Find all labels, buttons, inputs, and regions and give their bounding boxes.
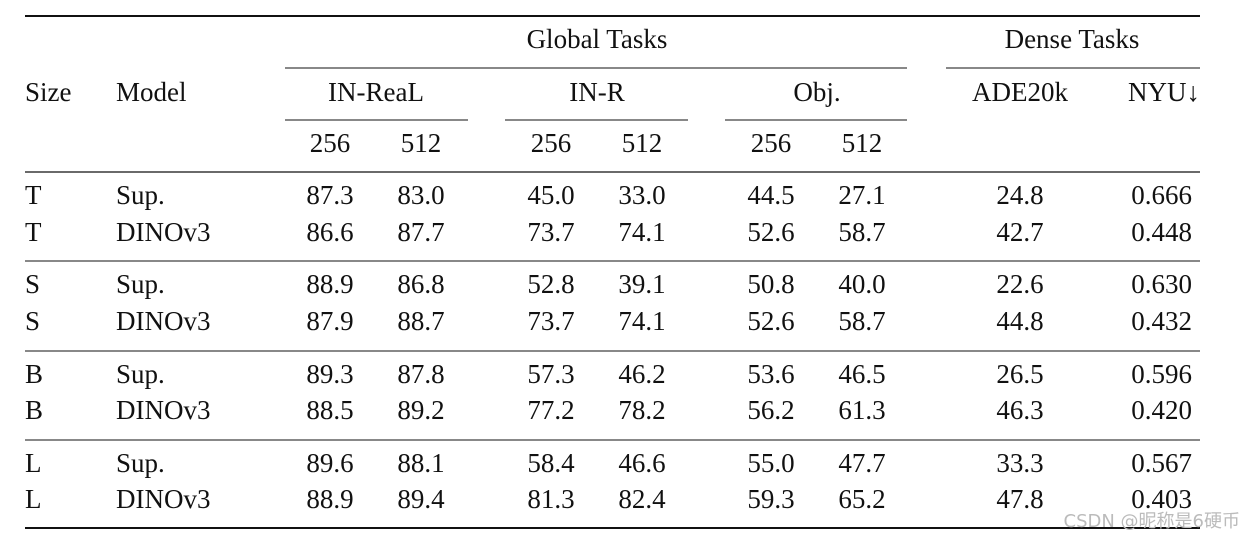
value-cell: 81.3 — [527, 484, 574, 514]
value-cell: 0.567 — [1131, 448, 1192, 478]
resolution-header: 256 — [751, 128, 792, 158]
column-header: Size — [25, 77, 72, 107]
value-cell: 46.2 — [618, 359, 665, 389]
size-cell: L — [25, 448, 42, 478]
size-cell: L — [25, 484, 42, 514]
value-cell: 47.7 — [838, 448, 885, 478]
model-cell: Sup. — [116, 359, 165, 389]
model-cell: DINOv3 — [116, 306, 211, 336]
model-cell: DINOv3 — [116, 395, 211, 425]
model-cell: DINOv3 — [116, 217, 211, 247]
value-cell: 88.9 — [306, 269, 353, 299]
value-cell: 88.7 — [397, 306, 444, 336]
value-cell: 0.666 — [1131, 180, 1192, 210]
value-cell: 65.2 — [838, 484, 885, 514]
resolution-header: 256 — [531, 128, 572, 158]
value-cell: 46.3 — [996, 395, 1043, 425]
value-cell: 61.3 — [838, 395, 885, 425]
value-cell: 88.9 — [306, 484, 353, 514]
value-cell: 40.0 — [838, 269, 885, 299]
value-cell: 42.7 — [996, 217, 1043, 247]
value-cell: 73.7 — [527, 217, 574, 247]
value-cell: 82.4 — [618, 484, 666, 514]
value-cell: 56.2 — [747, 395, 794, 425]
model-cell: Sup. — [116, 180, 165, 210]
value-cell: 87.3 — [306, 180, 353, 210]
size-cell: T — [25, 217, 42, 247]
value-cell: 87.9 — [306, 306, 353, 336]
value-cell: 77.2 — [527, 395, 574, 425]
value-cell: 89.6 — [306, 448, 353, 478]
value-cell: 89.3 — [306, 359, 353, 389]
resolution-header: 512 — [842, 128, 883, 158]
size-cell: S — [25, 269, 40, 299]
size-cell: S — [25, 306, 40, 336]
subgroup-header: IN-ReaL — [328, 77, 424, 107]
group-header: Dense Tasks — [1005, 24, 1140, 54]
value-cell: 74.1 — [618, 217, 665, 247]
size-cell: B — [25, 395, 43, 425]
column-header: NYU↓ — [1128, 77, 1200, 107]
subgroup-header: Obj. — [793, 77, 840, 107]
value-cell: 27.1 — [838, 180, 885, 210]
resolution-header: 256 — [310, 128, 351, 158]
value-cell: 47.8 — [996, 484, 1043, 514]
value-cell: 52.6 — [747, 217, 794, 247]
value-cell: 22.6 — [996, 269, 1043, 299]
value-cell: 0.448 — [1131, 217, 1192, 247]
value-cell: 0.420 — [1131, 395, 1192, 425]
value-cell: 39.1 — [618, 269, 665, 299]
size-cell: B — [25, 359, 43, 389]
value-cell: 0.596 — [1131, 359, 1192, 389]
value-cell: 55.0 — [747, 448, 794, 478]
size-cell: T — [25, 180, 42, 210]
value-cell: 78.2 — [618, 395, 665, 425]
value-cell: 88.1 — [397, 448, 444, 478]
value-cell: 89.2 — [397, 395, 444, 425]
group-header: Global Tasks — [527, 24, 668, 54]
value-cell: 87.7 — [397, 217, 444, 247]
watermark: CSDN @昵称是6硬币 — [1064, 511, 1241, 532]
value-cell: 44.8 — [996, 306, 1043, 336]
value-cell: 0.432 — [1131, 306, 1192, 336]
value-cell: 46.6 — [618, 448, 665, 478]
value-cell: 86.8 — [397, 269, 444, 299]
value-cell: 88.5 — [306, 395, 353, 425]
value-cell: 73.7 — [527, 306, 574, 336]
resolution-header: 512 — [622, 128, 663, 158]
value-cell: 86.6 — [306, 217, 353, 247]
value-cell: 52.6 — [747, 306, 794, 336]
column-header: Model — [116, 77, 187, 107]
value-cell: 0.403 — [1131, 484, 1192, 514]
model-cell: Sup. — [116, 269, 165, 299]
value-cell: 33.0 — [618, 180, 665, 210]
value-cell: 44.5 — [747, 180, 794, 210]
value-cell: 59.3 — [747, 484, 794, 514]
value-cell: 50.8 — [747, 269, 794, 299]
value-cell: 45.0 — [527, 180, 574, 210]
value-cell: 83.0 — [397, 180, 444, 210]
value-cell: 26.5 — [996, 359, 1043, 389]
value-cell: 87.8 — [397, 359, 444, 389]
value-cell: 58.7 — [838, 306, 885, 336]
model-cell: DINOv3 — [116, 484, 211, 514]
resolution-header: 512 — [401, 128, 442, 158]
value-cell: 33.3 — [996, 448, 1043, 478]
value-cell: 58.4 — [527, 448, 575, 478]
value-cell: 53.6 — [747, 359, 794, 389]
subgroup-header: IN-R — [569, 77, 625, 107]
value-cell: 89.4 — [397, 484, 445, 514]
value-cell: 46.5 — [838, 359, 885, 389]
value-cell: 58.7 — [838, 217, 885, 247]
column-header: ADE20k — [972, 77, 1068, 107]
value-cell: 57.3 — [527, 359, 574, 389]
value-cell: 0.630 — [1131, 269, 1192, 299]
value-cell: 24.8 — [996, 180, 1043, 210]
value-cell: 52.8 — [527, 269, 574, 299]
value-cell: 74.1 — [618, 306, 665, 336]
model-cell: Sup. — [116, 448, 165, 478]
